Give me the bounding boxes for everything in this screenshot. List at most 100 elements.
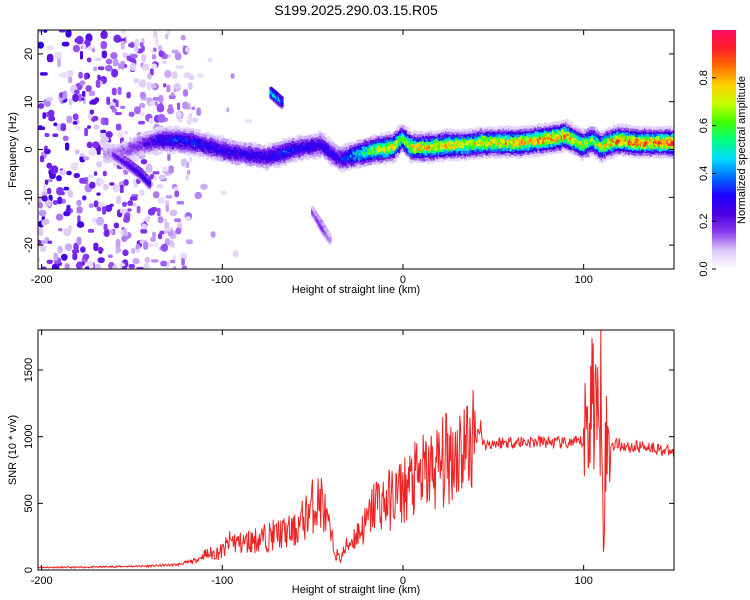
spectrogram-cell-424: [139, 79, 146, 88]
spectrogram-cell-441: [182, 265, 187, 269]
colorbar-gradient: [712, 30, 736, 269]
snr-x-axis-label: Height of straight line (km): [292, 584, 420, 596]
spectrogram-cell-61: [63, 227, 72, 237]
spectrogram-cell-194: [122, 249, 129, 257]
spectrogram-cell-478: [38, 41, 44, 49]
spectrogram-cell-304: [72, 44, 81, 53]
spectrogram-cell-508: [138, 120, 145, 125]
spectrogram-cell-339: [100, 129, 107, 134]
spectrogram-cell-215: [38, 209, 47, 217]
spectrogram-cell-328: [128, 57, 136, 63]
spectrogram-cell-4430: [670, 141, 674, 145]
spectrogram-cell-281: [185, 239, 193, 245]
spectrogram-cell-469: [115, 112, 122, 116]
spectrogram-cell-492: [47, 187, 52, 195]
spectrogram-cell-1797: [322, 132, 327, 137]
spectrogram-cell-2248: [391, 160, 395, 164]
spectrogram-cell-193: [111, 87, 117, 96]
spectrogram-cell-208: [162, 60, 167, 65]
spectrogram-cell-2892: [474, 127, 478, 131]
spectrogram-cell-168: [134, 38, 139, 47]
spectrogram-cell-241: [108, 229, 114, 235]
spectrogram-cell-1690: [304, 136, 308, 140]
spectrogram-cell-371: [134, 45, 139, 53]
spectrogram-cell-1360: [250, 162, 254, 167]
spectrogram-cell-25: [169, 209, 178, 217]
spectrogram-cell-88: [129, 53, 138, 59]
spectrogram-cell-415: [151, 54, 157, 60]
colorbar-tick-label-3: 0.6: [698, 118, 710, 133]
spectrogram-cell-1555: [283, 162, 288, 167]
spectrogram-cell-352: [220, 190, 228, 196]
spectrogram-cell-248: [140, 228, 148, 234]
spectrogram-x-tick-label-1: -100: [211, 274, 233, 286]
spectrogram-cell-284: [48, 109, 55, 118]
spectrogram-cell-472: [119, 184, 124, 194]
spectrogram-cell-479: [150, 236, 156, 242]
spectrogram-cell-434: [93, 242, 99, 252]
spectrogram-cell-447: [38, 239, 42, 246]
spectrogram-cell-748: [150, 149, 154, 154]
spectrogram-cell-643: [128, 137, 132, 141]
spectrogram-cell-443: [123, 64, 128, 68]
spectrogram-cell-2117: [372, 158, 377, 162]
spectrogram-cell-374: [156, 184, 164, 189]
spectrogram-cell-359: [102, 183, 109, 191]
spectrogram-cell-400: [56, 175, 62, 182]
spectrogram-cell-279: [151, 63, 158, 69]
spectrogram-cell-233: [93, 124, 100, 130]
snr-x-tick-label-0: -200: [31, 575, 53, 587]
spectrogram-cell-276: [40, 266, 47, 269]
spectrogram-cell-3698: [575, 125, 580, 129]
spectrogram-cell-165: [197, 72, 204, 79]
spectrogram-cell-203: [157, 216, 164, 224]
spectrogram-cell-308: [93, 200, 99, 208]
spectrogram-cell-378: [177, 118, 184, 123]
spectrogram-cell-474: [87, 174, 95, 179]
colorbar-label: Normalized spectral amplitude: [736, 76, 748, 224]
spectrogram-cell-388: [166, 30, 171, 36]
spectrogram-cell-485: [174, 84, 181, 89]
spectrogram-cell-360: [147, 73, 152, 80]
spectrogram-y-axis-label: Frequency (Hz): [7, 112, 19, 188]
spectrogram-cell-343: [67, 190, 74, 198]
spectrogram-cell-2155: [377, 154, 381, 158]
spectrogram-x-axis-label: Height of straight line (km): [292, 284, 420, 296]
spectrogram-cell-393: [171, 49, 179, 54]
spectrogram-cell-1691: [306, 157, 310, 161]
spectrogram-cell-175: [143, 241, 149, 250]
spectrogram-cell-470: [58, 228, 63, 232]
spectrogram-cell-404: [109, 105, 115, 110]
spectrogram-cell-307: [191, 106, 196, 110]
spectrogram-cell-391: [73, 173, 81, 179]
spectrogram-cell-1: [85, 85, 92, 92]
colorbar-tick-label-1: 0.2: [698, 214, 710, 229]
spectrogram-cell-417: [97, 247, 104, 252]
spectrogram-cell-145: [148, 118, 154, 124]
spectrogram-cell-263: [136, 206, 141, 214]
spectrogram-cell-158: [155, 37, 159, 46]
spectrogram-cell-1516: [277, 164, 281, 169]
spectrogram-cell-296: [76, 199, 82, 206]
spectrogram-cell-1113: [206, 131, 211, 135]
spectrogram-y-tick-label-0: -20: [23, 237, 35, 253]
spectrogram-cell-5: [93, 66, 98, 72]
spectrogram-cell-319: [78, 93, 82, 102]
spectrogram-cell-206: [78, 71, 83, 79]
spectrogram-cell-332: [139, 239, 145, 245]
spectrogram-cell-489: [97, 66, 105, 71]
spectrogram-cell-1223: [226, 155, 230, 159]
spectrogram-cell-149: [97, 257, 105, 263]
spectrogram-cell-888: [172, 150, 177, 155]
spectrogram-cell-1678: [302, 143, 307, 147]
spectrogram-cell-506: [129, 62, 136, 72]
spectrogram-y-tick-label-4: 20: [23, 48, 35, 60]
spectrogram-cell-1133: [210, 133, 215, 137]
spectrogram-cell-267: [104, 228, 110, 237]
spectrogram-cell-180: [65, 142, 70, 151]
spectrogram-cell-255: [158, 174, 166, 180]
spectrogram-cell-187: [210, 231, 216, 238]
spectrogram-cell-330: [181, 258, 185, 266]
